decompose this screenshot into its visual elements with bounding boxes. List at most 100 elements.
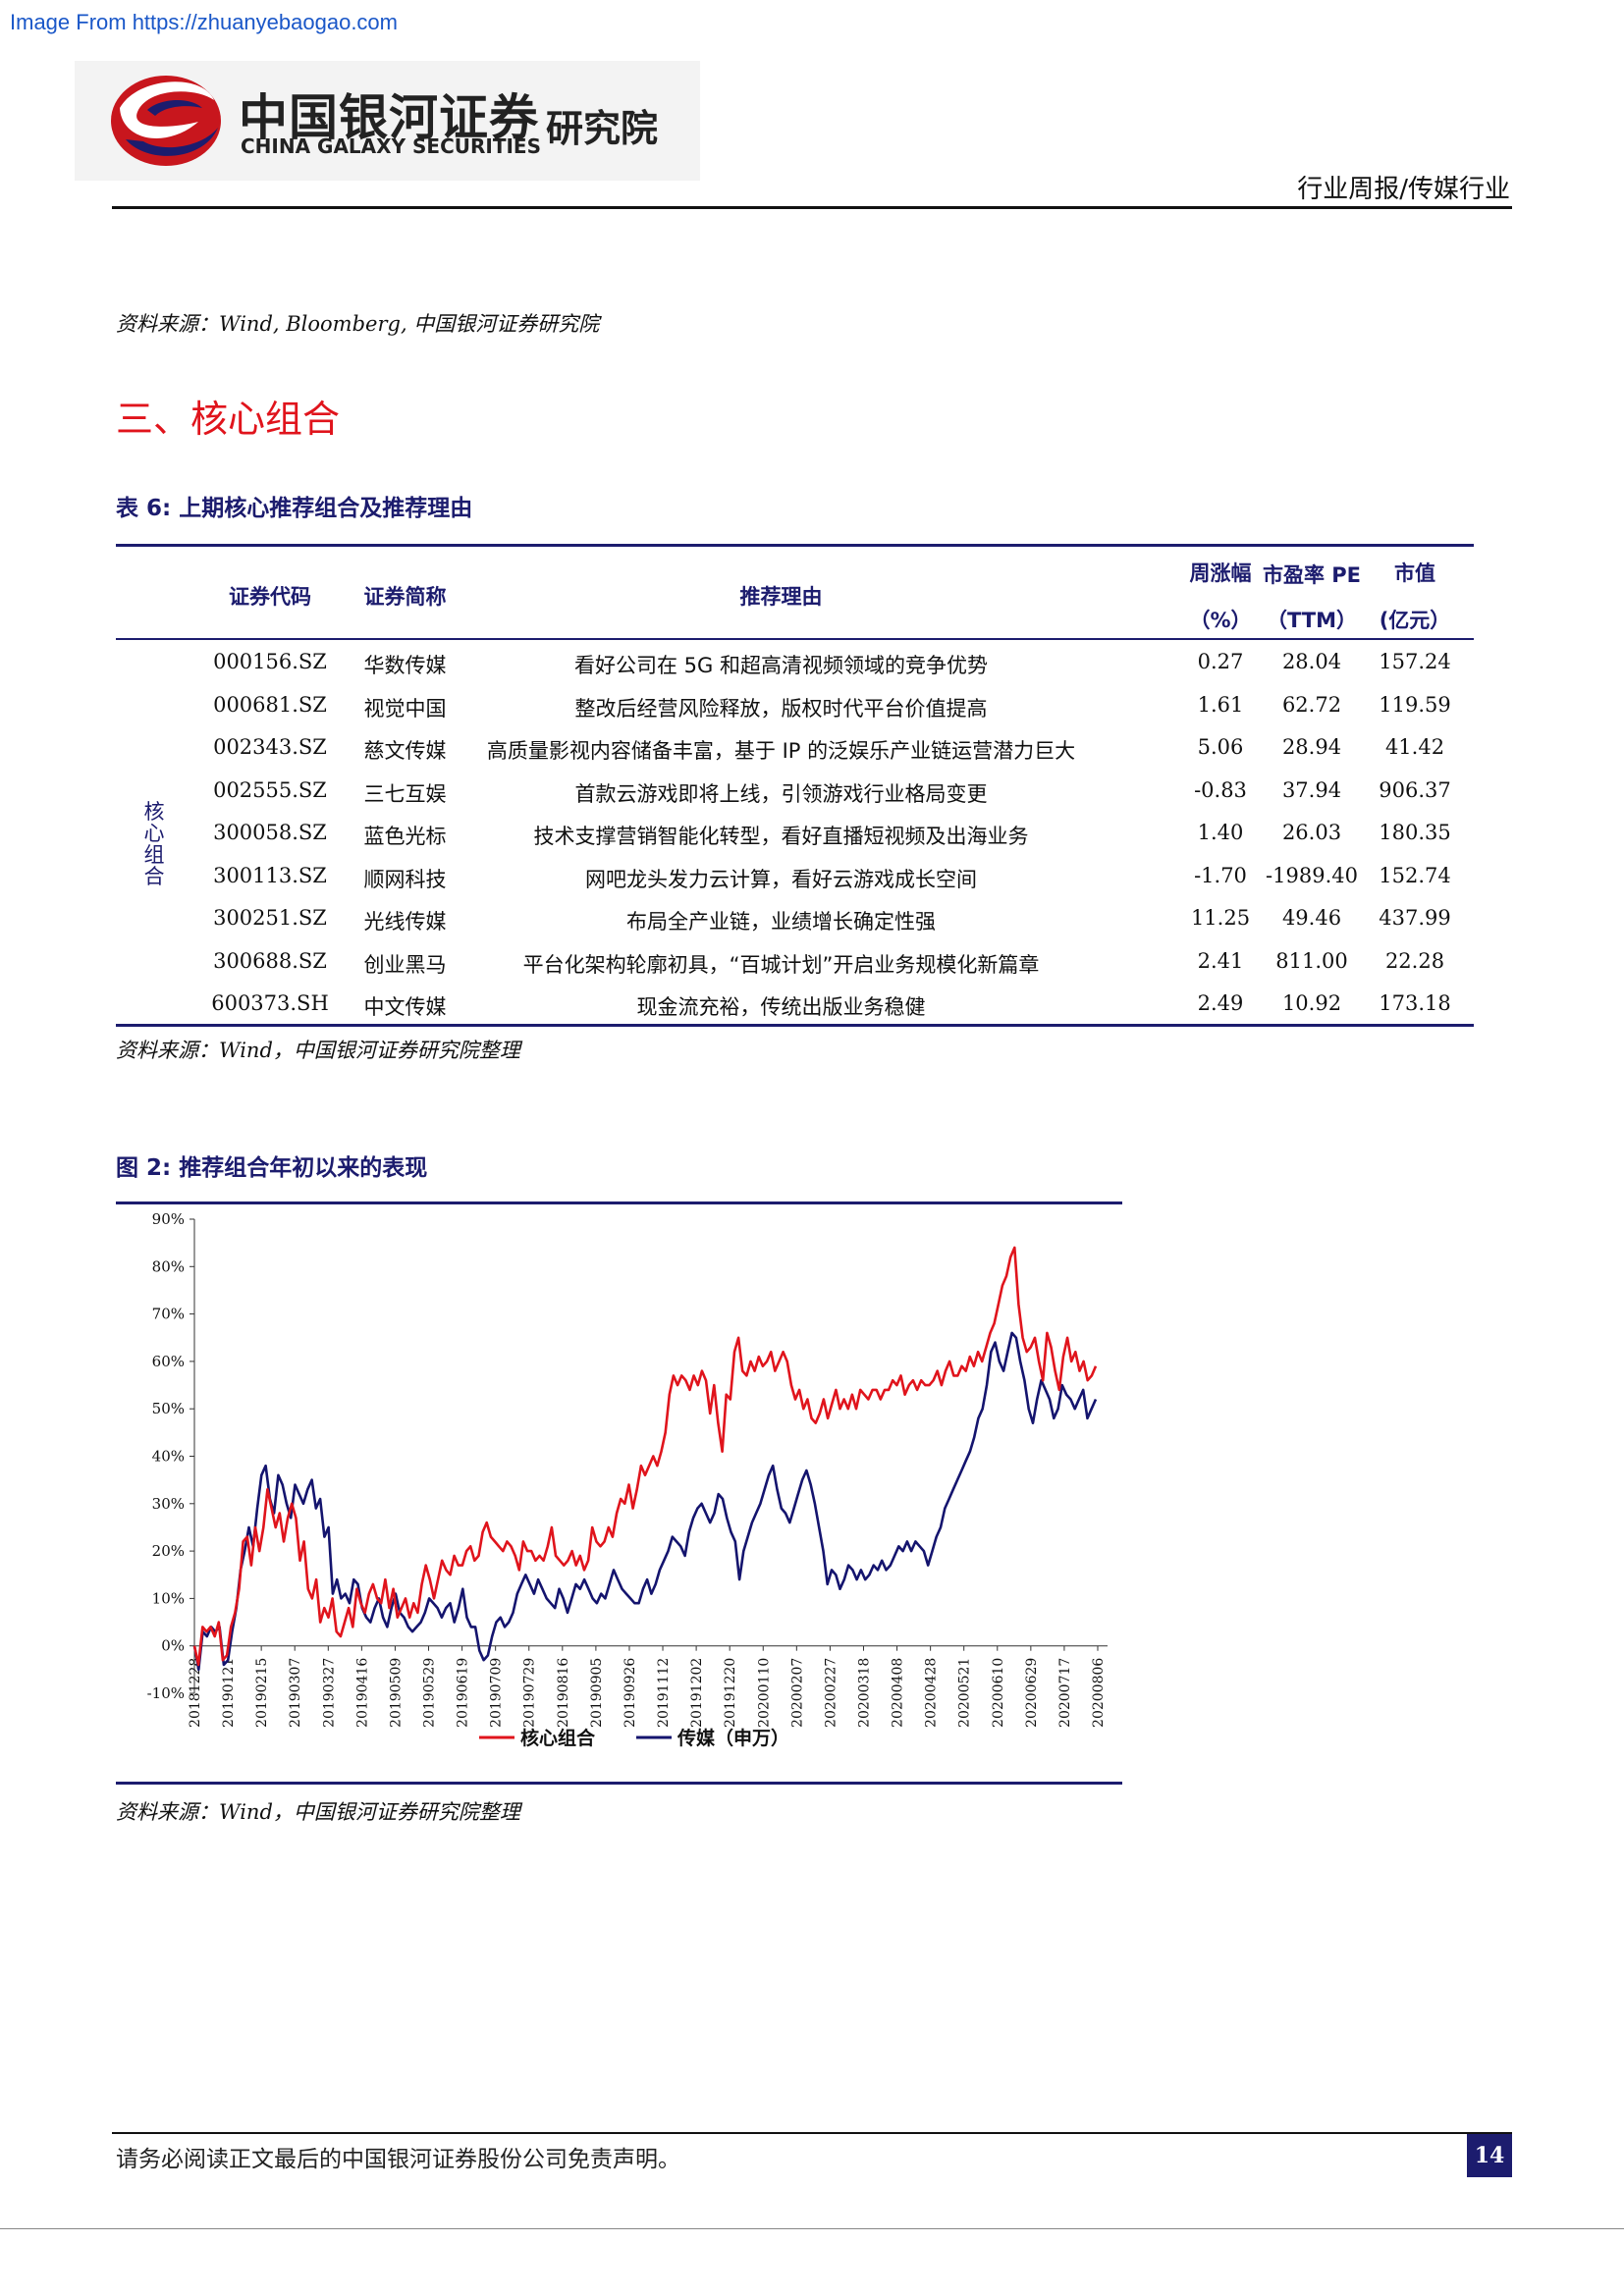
- cell-code: 002343.SZ: [213, 735, 327, 759]
- header-pe: 市盈率 PE: [1262, 563, 1362, 587]
- x-tick-label: 20190327: [321, 1658, 337, 1728]
- x-tick-label: 20191112: [656, 1658, 672, 1728]
- cell-mcap: 22.28: [1384, 948, 1445, 973]
- figure-source-note: 资料来源：Wind，中国银河证券研究院整理: [116, 1800, 520, 1824]
- x-tick-label: 20200110: [756, 1658, 772, 1728]
- table-source-note: 资料来源：Wind，中国银河证券研究院整理: [116, 1039, 520, 1062]
- cell-mcap: 157.24: [1379, 650, 1451, 673]
- figure-bottom-rule: [116, 1782, 1122, 1785]
- cell-change: 2.41: [1197, 948, 1244, 973]
- cell-change: 2.49: [1197, 991, 1244, 1015]
- header-change-unit: （%）: [1189, 609, 1252, 632]
- cell-name: 视觉中国: [363, 696, 447, 721]
- cell-pe: 28.94: [1281, 735, 1342, 759]
- x-tick-label: 20190926: [623, 1658, 638, 1728]
- y-tick-label: 90%: [152, 1210, 185, 1228]
- page-number: 14: [1467, 2134, 1512, 2177]
- cell-pe: 62.72: [1281, 692, 1342, 717]
- cell-name: 蓝色光标: [363, 825, 447, 848]
- table-header-rule: [116, 638, 1474, 640]
- cell-mcap: 41.42: [1384, 735, 1445, 759]
- x-tick-label: 20200227: [823, 1658, 839, 1728]
- series-line-1: [192, 1331, 1098, 1672]
- cell-name: 顺网科技: [363, 867, 447, 891]
- header-name: 证券简称: [363, 585, 447, 609]
- x-tick-label: 20190709: [489, 1658, 505, 1728]
- x-tick-label: 20200610: [991, 1658, 1006, 1728]
- cell-name: 光线传媒: [363, 910, 447, 934]
- cell-code: 300113.SZ: [213, 863, 327, 887]
- cell-reason: 现金流充裕，传统出版业务稳健: [636, 995, 926, 1019]
- cell-change: -0.83: [1194, 777, 1247, 802]
- cell-name: 中文传媒: [363, 995, 447, 1019]
- cell-code: 600373.SH: [211, 991, 329, 1015]
- cell-code: 300251.SZ: [213, 906, 327, 930]
- x-tick-label: 20200629: [1024, 1658, 1040, 1728]
- cell-change: 11.25: [1190, 906, 1251, 930]
- figure-top-rule: [116, 1201, 1122, 1204]
- section-title: 三、核心组合: [116, 398, 341, 441]
- cell-name: 创业黑马: [363, 952, 447, 977]
- header-code: 证券代码: [229, 585, 311, 609]
- header-pe-unit: （TTM）: [1266, 609, 1358, 632]
- x-tick-label: 20190416: [354, 1658, 370, 1728]
- cell-mcap: 173.18: [1379, 991, 1451, 1015]
- group-label: 核心组合: [143, 800, 165, 888]
- legend-label-1: 传媒（申万）: [677, 1727, 789, 1749]
- x-tick-label: 20190509: [388, 1658, 404, 1728]
- cell-code: 300688.SZ: [213, 948, 327, 973]
- x-tick-label: 20190215: [254, 1658, 270, 1728]
- cell-reason: 布局全产业链，业绩增长确定性强: [626, 910, 936, 934]
- footer-divider: [112, 2132, 1512, 2134]
- x-tick-label: 20200521: [957, 1658, 973, 1728]
- x-tick-label: 20200207: [789, 1658, 805, 1728]
- cell-reason: 看好公司在 5G 和超高清视频领域的竞争优势: [574, 654, 988, 677]
- cell-mcap: 180.35: [1379, 821, 1451, 844]
- cell-pe: 28.04: [1281, 650, 1342, 673]
- y-tick-label: 80%: [152, 1257, 185, 1275]
- table-top-rule: [116, 544, 1474, 547]
- x-tick-label: 20190121: [221, 1658, 237, 1728]
- cell-mcap: 119.59: [1379, 692, 1451, 717]
- y-tick-label: 30%: [152, 1495, 185, 1513]
- header-mcap-unit: (亿元）: [1379, 609, 1451, 632]
- cell-change: 0.27: [1197, 650, 1244, 673]
- cell-reason: 整改后经营风险释放，版权时代平台价值提高: [574, 696, 988, 721]
- x-tick-label: 20190619: [456, 1658, 471, 1728]
- cell-code: 300058.SZ: [213, 821, 327, 844]
- y-tick-label: 20%: [152, 1542, 185, 1560]
- y-tick-label: 40%: [152, 1448, 185, 1466]
- cell-change: 1.61: [1197, 692, 1244, 717]
- y-tick-label: -10%: [147, 1684, 185, 1702]
- x-tick-label: 20200806: [1091, 1658, 1107, 1728]
- table-caption: 表 6: 上期核心推荐组合及推荐理由: [116, 496, 473, 521]
- cell-reason: 高质量影视内容储备丰富，基于 IP 的泛娱乐产业链运营潜力巨大: [486, 739, 1076, 763]
- cell-code: 002555.SZ: [213, 777, 327, 802]
- x-tick-label: 20200717: [1057, 1658, 1073, 1728]
- x-tick-label: 20190529: [422, 1658, 438, 1728]
- cell-reason: 网吧龙头发力云计算，看好云游戏成长空间: [585, 867, 977, 891]
- logo-chinese-name: 中国银河证券: [239, 89, 539, 146]
- cell-name: 三七互娱: [363, 781, 447, 806]
- x-tick-label: 20200408: [891, 1658, 906, 1728]
- x-tick-label: 20191202: [689, 1658, 705, 1728]
- x-tick-label: 20190729: [522, 1658, 538, 1728]
- performance-chart: 90% 80% 70% 60% 50% 40% 30% 20% 10% 0% -10% 2018122…: [147, 1210, 1108, 1749]
- x-tick-label: 20190307: [288, 1658, 303, 1728]
- figure-caption: 图 2: 推荐组合年初以来的表现: [116, 1155, 428, 1181]
- cell-mcap: 437.99: [1379, 906, 1451, 930]
- legend-label-0: 核心组合: [520, 1727, 596, 1749]
- x-tick-label: 20191220: [723, 1658, 738, 1728]
- header-reason: 推荐理由: [739, 585, 823, 609]
- source-note: 资料来源：Wind, Bloomberg, 中国银河证券研究院: [116, 312, 600, 336]
- x-tick-label: 20200318: [856, 1658, 872, 1728]
- report-type: 行业周报/传媒行业: [1297, 175, 1510, 204]
- cell-reason: 首款云游戏即将上线，引领游戏行业格局变更: [574, 781, 988, 806]
- y-tick-label: 10%: [152, 1589, 185, 1607]
- cell-reason: 技术支撑营销智能化转型，看好直播短视频及出海业务: [533, 825, 1029, 848]
- source-link[interactable]: Image From https://zhuanyebaogao.com: [10, 10, 398, 34]
- cell-name: 慈文传媒: [363, 739, 447, 763]
- x-tick-label: 20200428: [924, 1658, 940, 1728]
- x-tick-label: 20190905: [589, 1658, 605, 1728]
- disclaimer: 请务必阅读正文最后的中国银河证券股份公司免责声明。: [116, 2147, 680, 2172]
